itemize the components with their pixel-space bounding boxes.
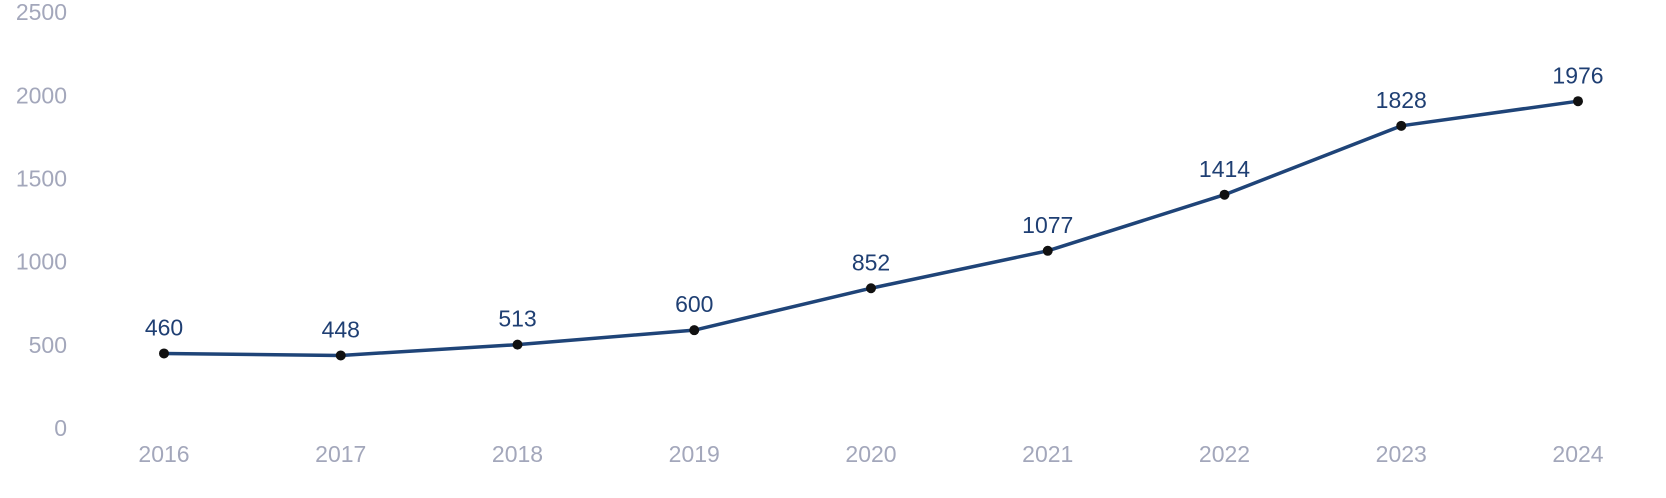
x-tick-label: 2018 xyxy=(492,441,543,467)
value-label: 600 xyxy=(675,291,713,317)
x-tick-label: 2017 xyxy=(315,441,366,467)
x-tick-label: 2019 xyxy=(669,441,720,467)
point xyxy=(335,350,346,361)
x-tick-label: 2023 xyxy=(1376,441,1427,467)
x-tick-label: 2016 xyxy=(138,441,189,467)
point xyxy=(1042,245,1053,256)
point xyxy=(689,325,700,336)
y-tick-label: 1500 xyxy=(16,165,67,191)
y-tick-label: 1000 xyxy=(16,249,67,275)
point xyxy=(1396,120,1407,131)
value-label: 1414 xyxy=(1199,156,1250,182)
x-tick-label: 2022 xyxy=(1199,441,1250,467)
point xyxy=(866,283,876,294)
value-label: 460 xyxy=(145,315,183,341)
value-label: 1077 xyxy=(1022,212,1073,238)
x-tick-label: 2024 xyxy=(1552,441,1603,467)
point xyxy=(1573,96,1583,107)
point xyxy=(1219,189,1230,200)
value-label: 1976 xyxy=(1552,62,1603,88)
y-tick-label: 0 xyxy=(54,415,67,441)
point xyxy=(159,348,169,359)
y-tick-label: 2000 xyxy=(16,82,67,108)
y-tick-label: 500 xyxy=(29,332,67,358)
y-tick-label: 2500 xyxy=(16,0,67,25)
point xyxy=(512,339,523,350)
value-label: 513 xyxy=(498,306,536,332)
x-tick-label: 2021 xyxy=(1022,441,1073,467)
value-label: 448 xyxy=(322,317,360,343)
value-label: 1828 xyxy=(1376,87,1427,113)
line xyxy=(163,99,1579,358)
x-tick-label: 2020 xyxy=(845,441,896,467)
value-label: 852 xyxy=(852,249,890,275)
